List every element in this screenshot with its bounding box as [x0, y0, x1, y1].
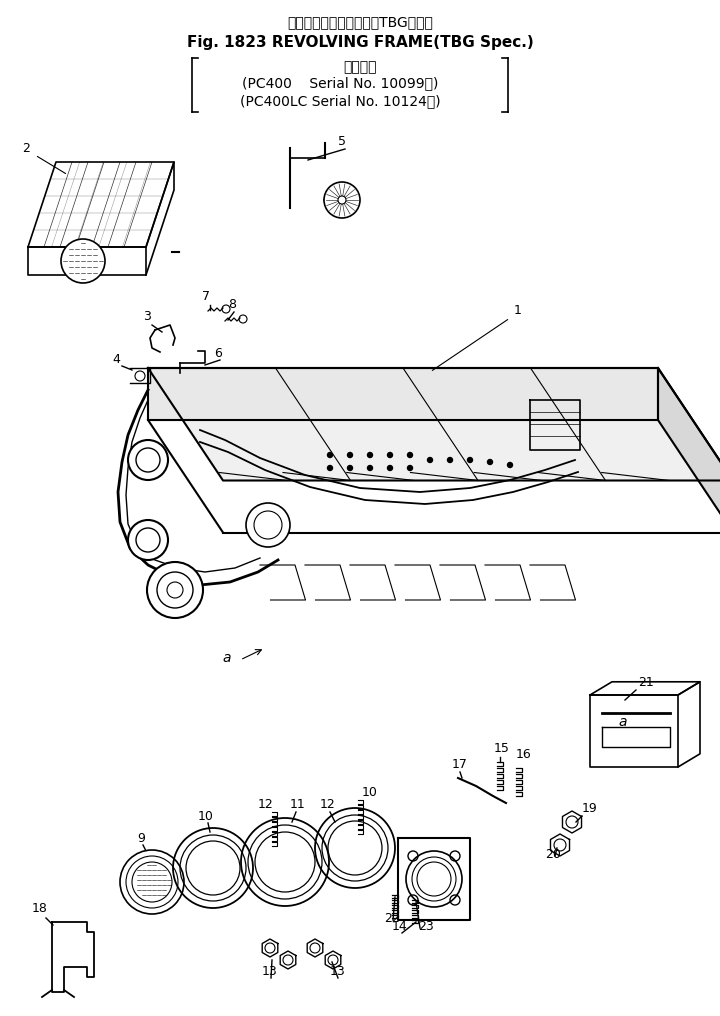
Text: 7: 7: [202, 290, 210, 303]
Text: (PC400    Serial No. 10099～): (PC400 Serial No. 10099～): [242, 76, 438, 90]
Text: 5: 5: [338, 135, 346, 148]
Text: 12: 12: [320, 798, 336, 811]
Text: 23: 23: [418, 920, 433, 933]
Text: 17: 17: [452, 758, 468, 771]
Text: 15: 15: [494, 742, 510, 755]
Text: 11: 11: [290, 798, 306, 811]
Circle shape: [387, 465, 392, 470]
Text: 21: 21: [638, 676, 654, 689]
Text: 22: 22: [384, 912, 400, 925]
Circle shape: [367, 452, 372, 457]
Text: 8: 8: [228, 298, 236, 311]
Text: 4: 4: [112, 353, 120, 366]
Circle shape: [324, 182, 360, 218]
Circle shape: [508, 462, 513, 467]
Text: 18: 18: [32, 902, 48, 915]
Text: 13: 13: [262, 965, 278, 978]
Circle shape: [348, 452, 353, 457]
Circle shape: [128, 520, 168, 560]
Text: a: a: [618, 715, 626, 729]
Circle shape: [128, 440, 168, 480]
Text: 14: 14: [392, 920, 408, 933]
Text: 13: 13: [330, 965, 346, 978]
Polygon shape: [148, 368, 658, 420]
Circle shape: [408, 465, 413, 470]
Text: 10: 10: [362, 786, 378, 799]
Text: 19: 19: [582, 802, 598, 815]
Text: 20: 20: [545, 848, 561, 861]
Circle shape: [246, 503, 290, 547]
Text: (PC400LC Serial No. 10124～): (PC400LC Serial No. 10124～): [240, 94, 441, 108]
Text: 適用号機: 適用号機: [343, 60, 377, 74]
Circle shape: [338, 196, 346, 204]
Text: a: a: [222, 651, 230, 665]
Text: 1: 1: [514, 304, 522, 317]
Text: 2: 2: [22, 142, 30, 155]
Circle shape: [448, 457, 452, 462]
Circle shape: [328, 452, 333, 457]
Text: レボルビングフレーム（TBG仕様）: レボルビングフレーム（TBG仕様）: [287, 15, 433, 29]
Circle shape: [120, 850, 184, 914]
Text: 16: 16: [516, 748, 532, 761]
Text: 6: 6: [214, 347, 222, 360]
Circle shape: [61, 239, 105, 283]
Circle shape: [428, 457, 433, 462]
Circle shape: [467, 457, 472, 462]
Circle shape: [147, 562, 203, 618]
Polygon shape: [148, 368, 720, 481]
Text: 3: 3: [143, 310, 151, 323]
Polygon shape: [658, 368, 720, 532]
Text: 9: 9: [137, 832, 145, 845]
Text: 12: 12: [258, 798, 274, 811]
Circle shape: [367, 465, 372, 470]
Text: 10: 10: [198, 810, 214, 823]
Circle shape: [408, 452, 413, 457]
Text: Fig. 1823 REVOLVING FRAME(TBG Spec.): Fig. 1823 REVOLVING FRAME(TBG Spec.): [186, 35, 534, 50]
Circle shape: [328, 465, 333, 470]
Circle shape: [387, 452, 392, 457]
Circle shape: [348, 465, 353, 470]
Circle shape: [487, 459, 492, 464]
